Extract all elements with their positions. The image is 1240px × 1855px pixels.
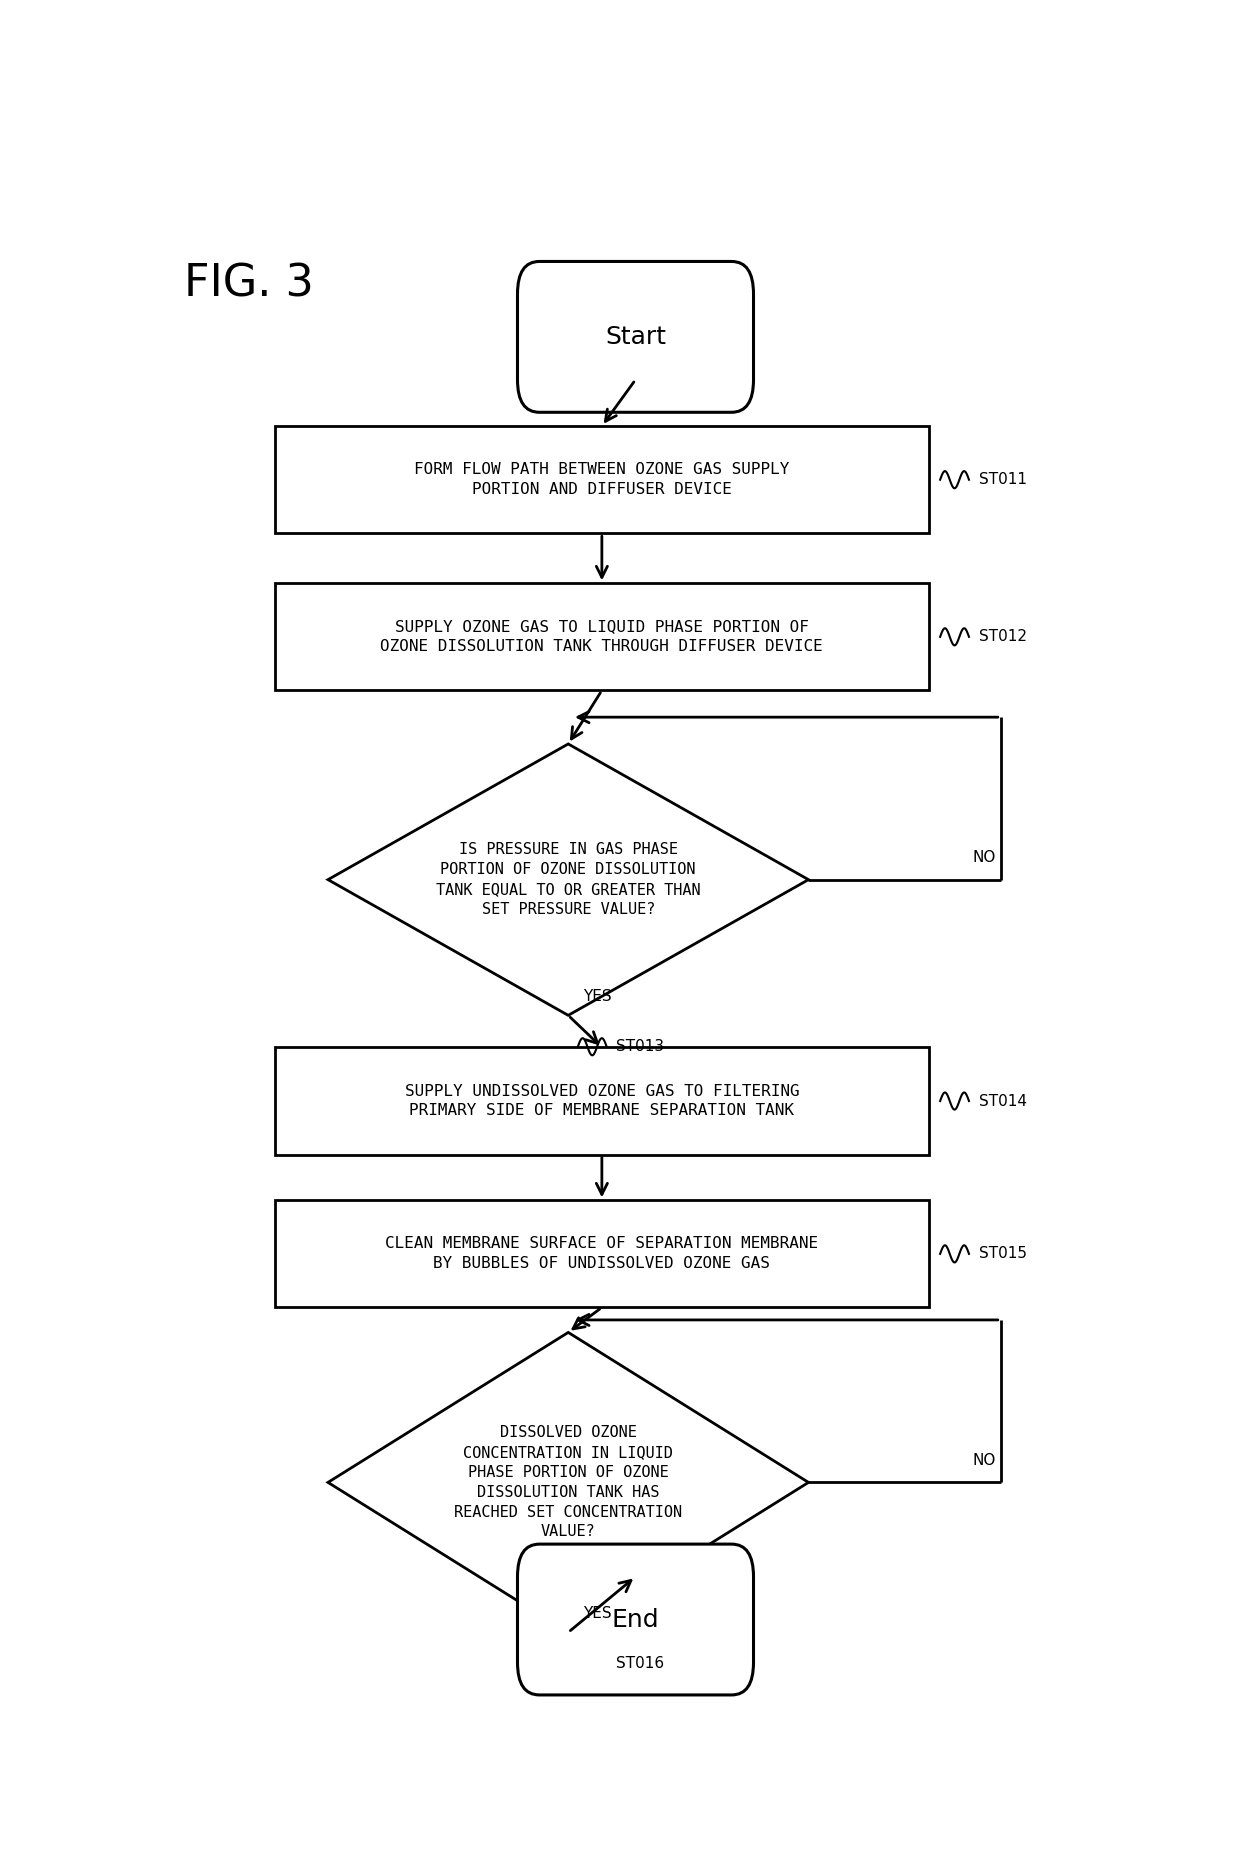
Bar	[275, 1200, 929, 1308]
Polygon shape	[327, 1332, 808, 1632]
Text: ST013: ST013	[616, 1039, 665, 1054]
Text: ST014: ST014	[978, 1094, 1027, 1109]
Text: SUPPLY UNDISSOLVED OZONE GAS TO FILTERING
PRIMARY SIDE OF MEMBRANE SEPARATION TA: SUPPLY UNDISSOLVED OZONE GAS TO FILTERIN…	[404, 1083, 799, 1119]
Polygon shape	[327, 744, 808, 1015]
Text: ST016: ST016	[616, 1657, 665, 1671]
Text: End: End	[611, 1608, 660, 1632]
Text: NO: NO	[972, 1452, 996, 1467]
Bar	[275, 582, 929, 690]
Text: ST015: ST015	[978, 1247, 1027, 1261]
FancyBboxPatch shape	[517, 1543, 754, 1695]
Text: NO: NO	[972, 850, 996, 864]
Text: ST012: ST012	[978, 629, 1027, 644]
Text: ST011: ST011	[978, 473, 1027, 488]
FancyBboxPatch shape	[517, 262, 754, 412]
Text: Start: Start	[605, 325, 666, 349]
Text: CLEAN MEMBRANE SURFACE OF SEPARATION MEMBRANE
BY BUBBLES OF UNDISSOLVED OZONE GA: CLEAN MEMBRANE SURFACE OF SEPARATION MEM…	[386, 1237, 818, 1271]
Text: DISSOLVED OZONE
CONCENTRATION IN LIQUID
PHASE PORTION OF OZONE
DISSOLUTION TANK : DISSOLVED OZONE CONCENTRATION IN LIQUID …	[454, 1425, 682, 1540]
Text: FORM FLOW PATH BETWEEN OZONE GAS SUPPLY
PORTION AND DIFFUSER DEVICE: FORM FLOW PATH BETWEEN OZONE GAS SUPPLY …	[414, 462, 790, 497]
Text: FIG. 3: FIG. 3	[184, 263, 314, 306]
Text: YES: YES	[583, 1606, 611, 1621]
Text: IS PRESSURE IN GAS PHASE
PORTION OF OZONE DISSOLUTION
TANK EQUAL TO OR GREATER T: IS PRESSURE IN GAS PHASE PORTION OF OZON…	[436, 842, 701, 916]
Text: YES: YES	[583, 989, 611, 1004]
Bar	[275, 1048, 929, 1154]
Bar	[275, 427, 929, 532]
Text: SUPPLY OZONE GAS TO LIQUID PHASE PORTION OF
OZONE DISSOLUTION TANK THROUGH DIFFU: SUPPLY OZONE GAS TO LIQUID PHASE PORTION…	[381, 620, 823, 655]
